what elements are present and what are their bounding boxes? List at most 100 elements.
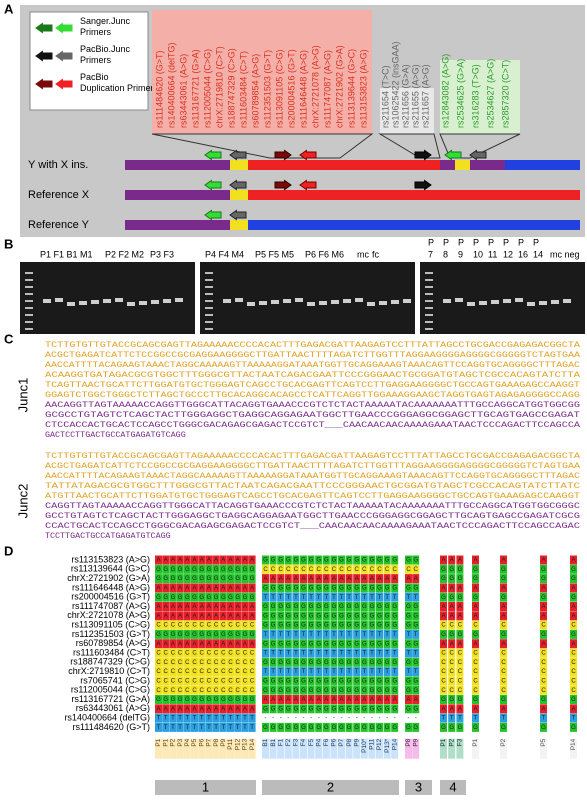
allele-letter: G <box>243 697 248 703</box>
lane-label: P <box>428 237 434 247</box>
allele-cell <box>345 574 353 584</box>
column-label: P7 <box>206 738 213 746</box>
allele-letter: G <box>271 725 276 731</box>
allele-cell <box>360 583 368 593</box>
allele-cell <box>405 602 412 611</box>
allele-cell <box>376 574 383 584</box>
allele-letter: C <box>207 669 212 675</box>
snp-label: rs140400664 (delTG) <box>166 42 176 128</box>
allele-letter: C <box>250 678 255 684</box>
allele-cell <box>412 602 420 611</box>
allele-letter: T <box>572 716 576 722</box>
allele-letter: G <box>278 706 283 712</box>
allele-letter: G <box>221 697 226 703</box>
allele-cell <box>155 676 162 686</box>
allele-cell <box>234 574 242 584</box>
allele-letter: - <box>415 716 417 722</box>
allele-cell <box>300 611 307 621</box>
allele-cell <box>440 574 447 584</box>
allele-cell <box>241 685 249 695</box>
snp-label: rs316283 (T>G) <box>470 64 480 128</box>
allele-letter: C <box>541 688 546 694</box>
allele-letter: G <box>263 558 268 564</box>
ladder-band <box>425 328 433 330</box>
allele-cell <box>405 695 412 704</box>
allele-letter: T <box>362 632 366 638</box>
allele-cell <box>300 620 307 630</box>
allele-cell <box>456 648 464 658</box>
allele-cell <box>376 564 383 574</box>
allele-cell <box>330 564 338 574</box>
allele-cell <box>360 574 368 584</box>
allele-cell <box>284 657 292 667</box>
allele-cell <box>241 620 249 630</box>
allele-cell <box>540 695 547 704</box>
allele-cell <box>540 620 547 630</box>
allele-cell <box>269 602 277 611</box>
ladder-band <box>205 314 213 316</box>
allele-cell <box>360 620 368 630</box>
allele-cell <box>360 648 368 658</box>
allele-letter: G <box>263 660 268 666</box>
allele-cell <box>368 620 376 630</box>
column-label: F4 <box>300 738 307 746</box>
allele-cell <box>391 602 399 611</box>
allele-cell <box>227 602 234 611</box>
allele-cell <box>500 695 507 704</box>
gel-band <box>391 300 399 304</box>
allele-letter: C <box>214 678 219 684</box>
allele-cell <box>277 620 285 630</box>
allele-letter: G <box>441 725 446 731</box>
allele-letter: T <box>414 651 418 657</box>
allele-cell <box>284 555 292 565</box>
gel-3 <box>420 262 585 334</box>
allele-cell <box>191 620 198 630</box>
lane-label: 9 <box>458 249 463 259</box>
allele-letter: A <box>385 576 389 582</box>
primer-arrow <box>299 149 317 161</box>
allele-letter: T <box>362 669 366 675</box>
allele-cell <box>191 639 198 649</box>
sequence-line: AACCATTTTACAGAAGTAAACTAGGCAAAAAGTTAAAAAG… <box>45 360 580 370</box>
allele-cell <box>234 648 242 658</box>
allele-cell <box>234 611 242 621</box>
allele-letter: G <box>250 595 255 601</box>
allele-letter: G <box>370 623 375 629</box>
allele-cell <box>440 564 447 574</box>
allele-cell <box>353 667 361 677</box>
allele-cell <box>391 685 399 695</box>
allele-letter: A <box>164 706 168 712</box>
allele-cell <box>345 713 353 723</box>
allele-cell <box>227 574 234 584</box>
column-label: P9 <box>353 738 360 746</box>
allele-letter: G <box>332 604 337 610</box>
allele-cell <box>205 602 213 611</box>
allele-cell <box>338 667 345 677</box>
allele-cell <box>162 704 170 714</box>
allele-cell <box>176 639 184 649</box>
allele-letter: C <box>301 567 306 573</box>
track-label: Reference X <box>28 189 90 201</box>
allele-letter: A <box>362 576 366 582</box>
column-label: P11 <box>227 738 234 749</box>
allele-cell <box>262 695 269 704</box>
allele-letter: T <box>317 595 321 601</box>
snp-row-label: rs200004516 (G>T) <box>71 592 150 602</box>
allele-letter: G <box>178 595 183 601</box>
allele-cell <box>383 704 391 714</box>
column-label: P8 <box>213 738 220 746</box>
allele-cell <box>368 611 376 621</box>
allele-cell <box>212 639 220 649</box>
allele-letter: C <box>473 651 478 657</box>
allele-letter: T <box>340 669 344 675</box>
allele-cell <box>219 620 227 630</box>
allele-letter: C <box>228 623 233 629</box>
allele-letter: G <box>228 697 233 703</box>
allele-letter: G <box>294 706 299 712</box>
allele-letter: G <box>301 558 306 564</box>
allele-cell <box>241 611 249 621</box>
allele-letter: T <box>385 595 389 601</box>
primer-arrow <box>35 78 53 90</box>
allele-cell <box>383 629 391 639</box>
track-label: Reference Y <box>28 219 90 231</box>
